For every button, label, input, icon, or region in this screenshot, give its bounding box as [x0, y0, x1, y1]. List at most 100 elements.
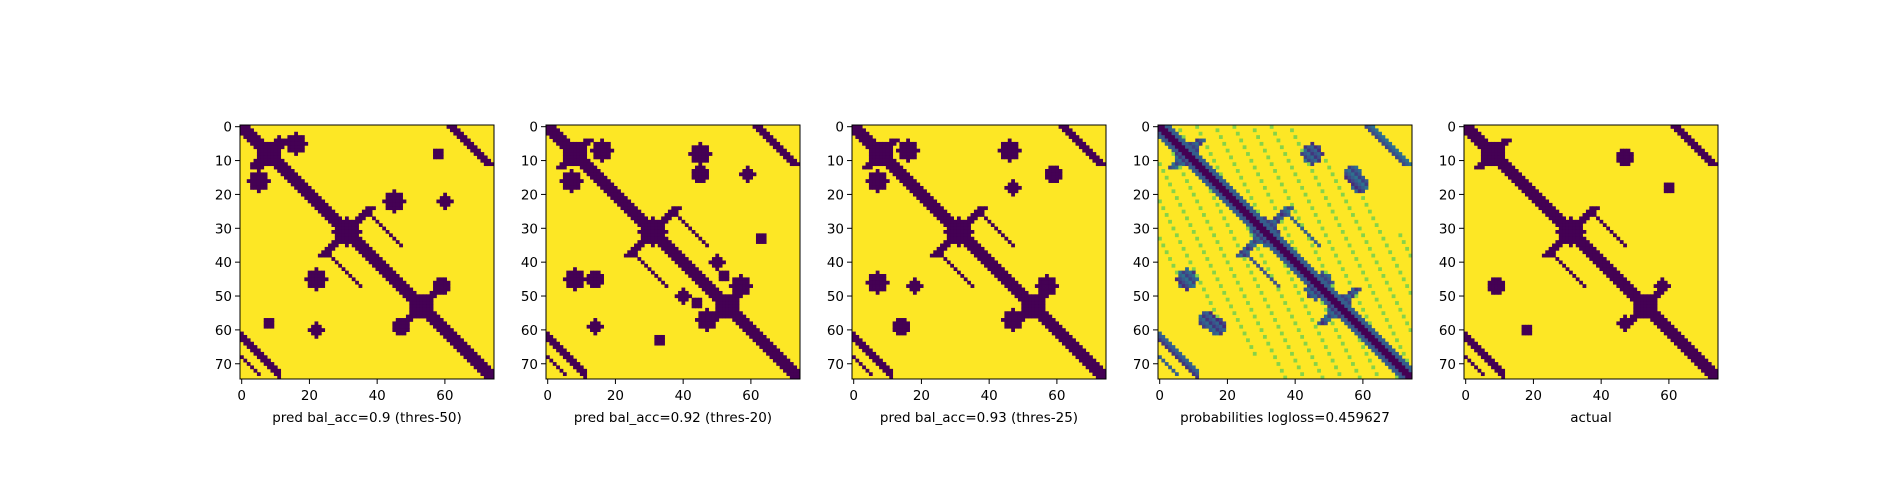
heatmap-cell — [422, 307, 427, 312]
heatmap-cell — [1313, 324, 1318, 329]
heatmap-cell — [1474, 365, 1478, 370]
heatmap-cell — [446, 284, 451, 288]
heatmap-cell — [1269, 236, 1274, 241]
heatmap-cell — [610, 185, 615, 190]
heatmap-cell — [477, 355, 481, 360]
heatmap-cell — [416, 294, 420, 299]
heatmap-cell — [779, 362, 784, 366]
heatmap-cell — [1293, 209, 1298, 214]
heatmap-cell — [1205, 182, 1210, 187]
heatmap-cell — [314, 274, 319, 278]
heatmap-cell — [1208, 226, 1213, 231]
heatmap-cell — [1354, 290, 1359, 295]
heatmap-cell — [667, 216, 672, 221]
heatmap-cell — [569, 189, 574, 194]
heatmap-cell — [1178, 240, 1183, 244]
heatmap-cell — [1548, 202, 1553, 207]
heatmap-cell — [556, 135, 560, 139]
heatmap-cell — [1256, 246, 1260, 251]
heatmap-cell — [977, 250, 982, 255]
heatmap-cell — [290, 148, 295, 153]
heatmap-cell — [297, 189, 302, 194]
heatmap-cell — [943, 213, 948, 217]
heatmap-cell — [1592, 209, 1597, 214]
heatmap-cell — [865, 165, 870, 170]
heatmap-cell — [1310, 284, 1315, 288]
heatmap-cell — [1643, 297, 1648, 302]
heatmap-cell — [1011, 141, 1015, 146]
heatmap-cell — [1007, 185, 1012, 190]
heatmap-cell — [1606, 270, 1611, 275]
heatmap-cell — [657, 243, 662, 248]
heatmap-cell — [1477, 165, 1482, 170]
heatmap-cell — [1677, 345, 1682, 349]
heatmap-cell — [735, 318, 740, 322]
heatmap-cell — [1256, 226, 1260, 231]
heatmap-cell — [1068, 348, 1073, 353]
heatmap-cell — [640, 213, 645, 217]
heatmap-cell — [1078, 351, 1083, 356]
heatmap-cell — [688, 270, 693, 275]
heatmap-cell — [1401, 358, 1406, 363]
heatmap-cell — [1357, 185, 1362, 190]
heatmap-cell — [1657, 321, 1661, 326]
heatmap-cell — [1398, 358, 1403, 363]
heatmap-cell — [321, 277, 326, 282]
heatmap-cell — [267, 155, 271, 160]
heatmap-cell — [334, 229, 339, 234]
heatmap-cell — [1171, 189, 1176, 194]
heatmap-cell — [490, 372, 495, 377]
heatmap-cell — [1378, 229, 1382, 234]
heatmap-cell — [1283, 260, 1288, 265]
heatmap-cell — [439, 331, 444, 336]
heatmap-cell — [1357, 321, 1362, 326]
heatmap-cell — [967, 229, 971, 234]
heatmap-cell — [1038, 287, 1043, 292]
heatmap-cell — [358, 219, 363, 224]
heatmap-cell — [742, 321, 747, 326]
heatmap-cell — [1320, 274, 1325, 278]
heatmap-cell — [297, 135, 302, 139]
heatmap-cell — [1031, 307, 1036, 312]
heatmap-cell — [899, 152, 904, 156]
heatmap-cell — [919, 284, 924, 288]
heatmap-cell — [912, 192, 917, 197]
heatmap-cell — [324, 202, 329, 207]
heatmap-cell — [1568, 216, 1573, 221]
heatmap-cell — [449, 199, 454, 204]
heatmap-cell — [344, 240, 349, 244]
heatmap-cell — [426, 301, 431, 305]
x-axis-label: pred bal_acc=0.9 (thres-50) — [272, 410, 462, 426]
heatmap-cell — [745, 324, 750, 329]
heatmap-cell — [956, 229, 961, 234]
heatmap-cell — [1286, 307, 1291, 312]
heatmap-cell — [460, 341, 464, 346]
heatmap-cell — [882, 362, 887, 366]
heatmap-cell — [1626, 162, 1631, 167]
heatmap-cell — [1504, 162, 1509, 167]
heatmap-cell — [375, 263, 380, 268]
heatmap-cell — [603, 152, 608, 156]
heatmap-cell — [1262, 240, 1267, 244]
heatmap-cell — [307, 189, 312, 194]
heatmap-cell — [1286, 246, 1291, 251]
heatmap-cell — [569, 358, 574, 363]
heatmap-cell — [1663, 331, 1668, 336]
heatmap-cell — [593, 152, 598, 156]
heatmap-cell — [769, 138, 774, 143]
heatmap-cell — [1092, 152, 1097, 156]
heatmap-cell — [1464, 334, 1468, 339]
heatmap-cell — [1307, 199, 1311, 204]
heatmap-cell — [678, 297, 682, 302]
heatmap-cell — [1293, 219, 1298, 224]
heatmap-cell — [1085, 351, 1090, 356]
heatmap-cell — [1266, 240, 1271, 244]
heatmap-cell — [355, 226, 359, 231]
heatmap-cell — [879, 145, 883, 150]
heatmap-cell — [1704, 152, 1709, 156]
heatmap-cell — [1198, 155, 1203, 160]
heatmap-cell — [1242, 216, 1247, 221]
heatmap-cell — [1178, 355, 1183, 360]
heatmap-cell — [1357, 301, 1362, 305]
heatmap-cell — [1051, 324, 1056, 329]
